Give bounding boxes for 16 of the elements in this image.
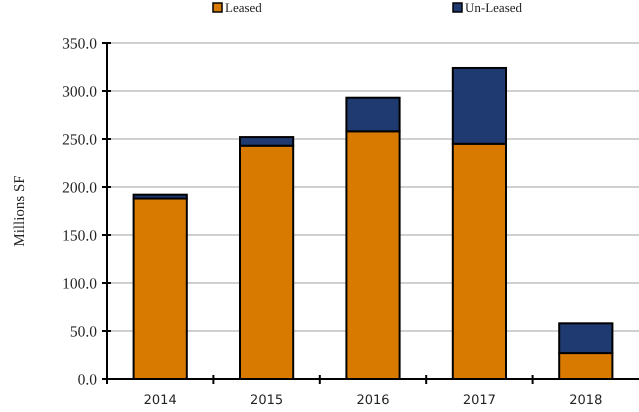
y-tick-label: 50.0 bbox=[70, 323, 98, 340]
legend-label: Un-Leased bbox=[465, 0, 523, 15]
x-tick-label: 2014 bbox=[144, 393, 177, 408]
y-tick-label: 250.0 bbox=[62, 131, 98, 148]
x-tick-label: 2016 bbox=[356, 393, 390, 408]
y-tick-label: 300.0 bbox=[62, 83, 98, 100]
legend-label: Leased bbox=[225, 0, 262, 15]
y-axis-title: Millions SF bbox=[12, 175, 28, 247]
x-tick-label: 2015 bbox=[250, 393, 284, 408]
y-tick-label: 200.0 bbox=[62, 179, 98, 196]
y-tick-label: 100.0 bbox=[62, 275, 98, 292]
y-tick-label: 0.0 bbox=[78, 371, 98, 388]
y-tick-label: 350.0 bbox=[62, 35, 98, 52]
x-tick-label: 2018 bbox=[569, 393, 602, 408]
x-tick-label: 2017 bbox=[462, 393, 496, 408]
y-tick-label: 150.0 bbox=[62, 227, 98, 244]
